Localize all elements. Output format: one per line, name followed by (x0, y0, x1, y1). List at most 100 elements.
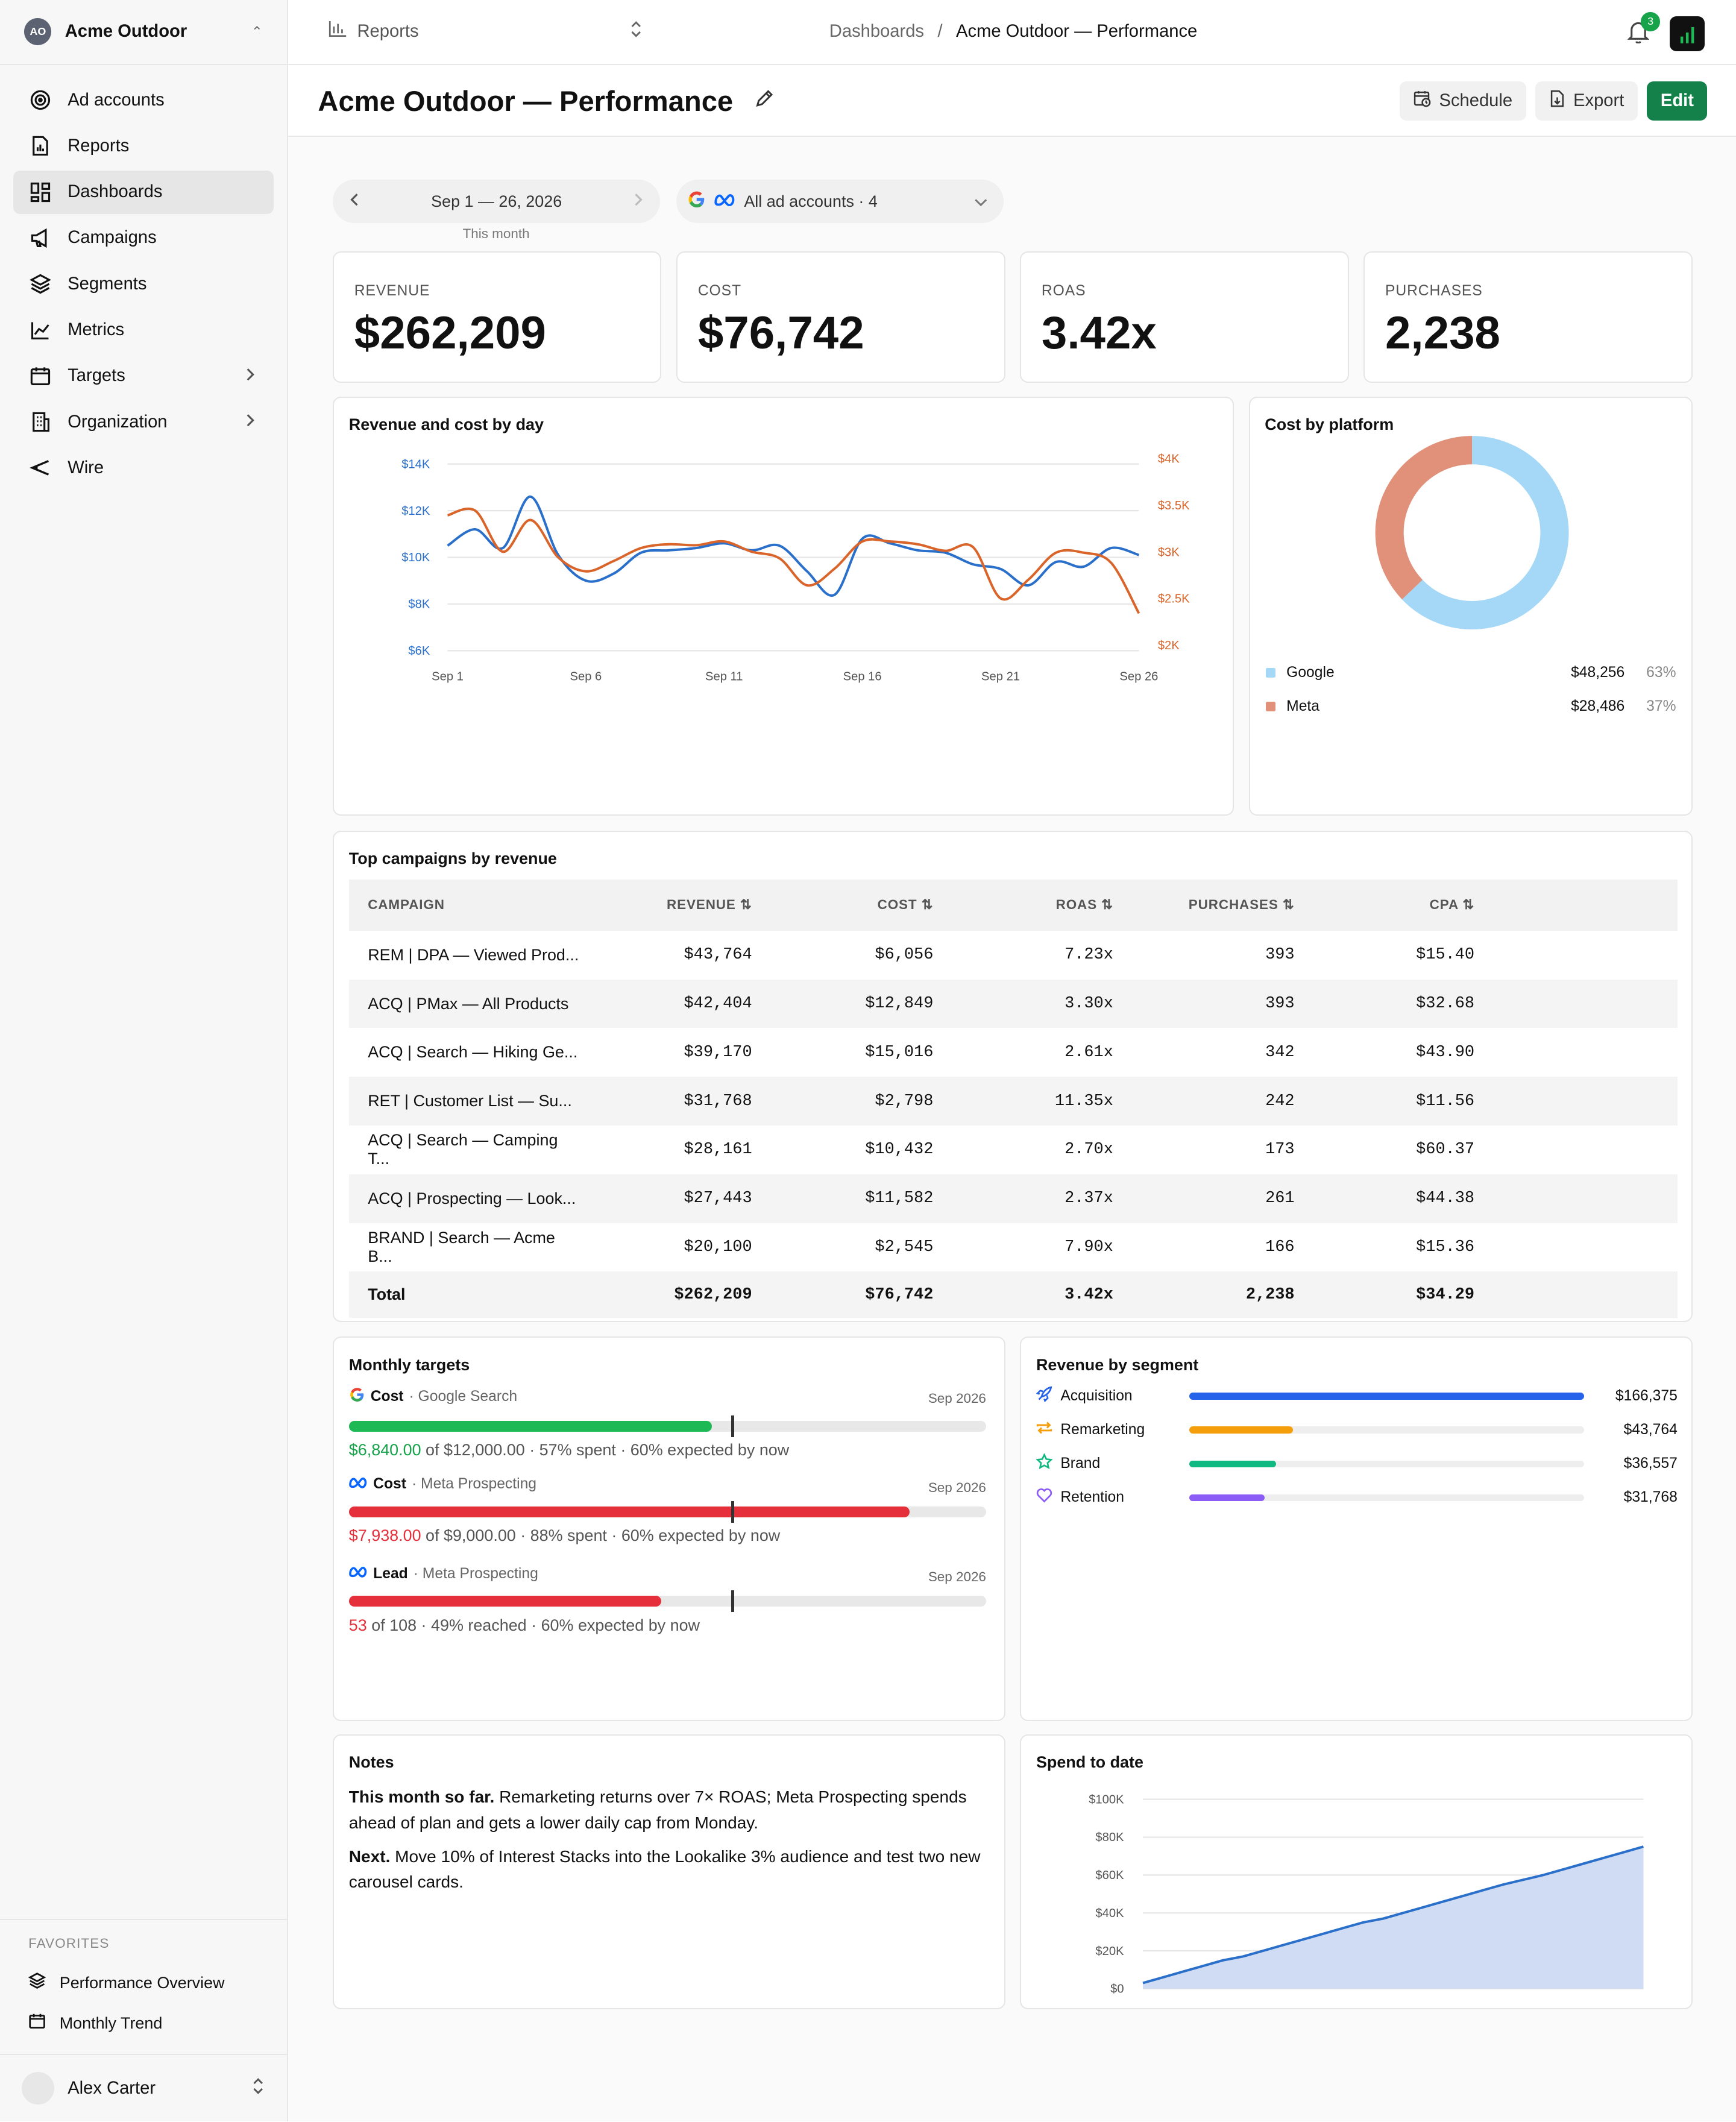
sidebar-item-organization[interactable]: Organization (13, 400, 273, 444)
target-summary: 53 of 108 · 49% reached · 60% expected b… (349, 1616, 986, 1635)
cell-revenue: $28,161 (684, 1141, 752, 1159)
table-row[interactable]: ACQ | Search — Camping T... $28,161 $10,43… (349, 1126, 1678, 1174)
table-row[interactable]: ACQ | Search — Hiking Ge... $39,170 $15,01… (349, 1028, 1678, 1077)
sidebar-item-wire[interactable]: Wire (13, 447, 273, 490)
export-file-icon (1549, 90, 1565, 112)
app-logo[interactable] (1669, 16, 1705, 52)
user-menu[interactable]: Alex Carter (0, 2053, 287, 2121)
meta-icon (348, 1566, 368, 1582)
notes-title: Notes (348, 1753, 394, 1772)
chevron-left-icon[interactable] (333, 192, 376, 211)
table-row[interactable]: ACQ | Prospecting — Look... $27,443 $11,58… (348, 1174, 1678, 1223)
y-tick-label: $40K (1096, 1907, 1125, 1920)
segment-row[interactable]: Remarketing $43,764 (1036, 1420, 1678, 1439)
expected-marker (731, 1590, 734, 1612)
notes-body[interactable]: This month so far. Remarketing returns o… (349, 1784, 985, 1903)
expected-marker (731, 1500, 734, 1523)
column-header-cpa[interactable]: CPA ⇅ (1294, 879, 1475, 931)
bell-icon[interactable] (1627, 20, 1650, 49)
x-tick-label: Sep 1 (432, 670, 464, 684)
date-range-picker[interactable]: Sep 1 — 26, 2026 (333, 180, 661, 224)
sidebar-item-targets[interactable]: Targets (13, 354, 273, 398)
revenue-by-segment-card: Revenue by segment Acquisition $166,375 Re… (1020, 1336, 1693, 1721)
y-tick-label: $60K (1096, 1869, 1125, 1882)
sidebar-item-dashboards[interactable]: Dashboards (13, 170, 274, 214)
favorite-monthly-trend[interactable]: Monthly Trend (13, 2003, 273, 2044)
sidebar-item-metrics[interactable]: Metrics (13, 309, 273, 352)
report-select-value: Reports (357, 22, 419, 42)
column-header-roas[interactable]: ROAS ⇅ (933, 879, 1113, 931)
table-row[interactable]: RET | Customer List — Su... $31,768 $2,798… (348, 1077, 1678, 1126)
cell-purchases: 242 (1113, 1077, 1295, 1126)
chevron-right-icon[interactable] (617, 192, 660, 211)
cell-cpa: $32.68 (1294, 979, 1475, 1028)
target-metric: Lead (373, 1565, 408, 1582)
donut-slice-meta (1375, 436, 1473, 600)
table-body: REM | DPA — Viewed Prod... $43,764 $6,056 7… (348, 931, 1678, 1272)
pencil-icon[interactable] (755, 88, 773, 113)
column-label: COST (877, 897, 917, 913)
table-row[interactable]: BRAND | Search — Acme B... $20,100 $2,545 7… (349, 1223, 1678, 1272)
target-summary: $7,938.00 of $9,000.00 · 88% spent · 60%… (349, 1526, 986, 1545)
table-row[interactable]: ACQ | PMax — All Products $42,404 $12,849 3… (348, 979, 1678, 1028)
segment-bar (1189, 1426, 1584, 1434)
column-header-cost[interactable]: COST ⇅ (752, 879, 934, 931)
cell-cost: $10,432 (865, 1141, 934, 1159)
target-campaign: · Meta Prospecting (411, 1476, 537, 1493)
cell-cpa: $11.56 (1294, 1077, 1475, 1126)
google-icon (349, 1387, 365, 1407)
segment-name: Remarketing (1060, 1421, 1145, 1438)
table-row[interactable]: REM | DPA — Viewed Prod... $43,764 $6,056 7… (349, 931, 1678, 980)
note-text: Move 10% of Interest Stacks into the Loo… (348, 1847, 981, 1892)
google-icon (687, 190, 706, 213)
segment-row[interactable]: Brand $36,557 (1036, 1453, 1678, 1473)
expected-marker (731, 1415, 734, 1437)
building-icon (30, 411, 51, 433)
kpi-purchases: PURCHASES 2,238 (1363, 251, 1693, 383)
y-left-tick-label: $10K (401, 551, 430, 564)
target-item[interactable]: Cost · Google Search Sep 2026 $6,840.00 of … (348, 1387, 986, 1459)
breadcrumb-dashboards[interactable]: Dashboards (829, 22, 925, 42)
cell-cpa: $15.36 (1416, 1238, 1475, 1257)
segment-bar-fill (1189, 1393, 1584, 1400)
sidebar-item-segments[interactable]: Segments (13, 262, 273, 306)
segment-row[interactable]: Acquisition $166,375 (1036, 1386, 1678, 1405)
layers-icon (30, 273, 52, 295)
column-header-revenue[interactable]: REVENUE ⇅ (579, 879, 752, 931)
org-switcher[interactable]: AO Acme Outdoor ⌃ (0, 0, 288, 65)
edit-button[interactable]: Edit (1647, 81, 1708, 121)
x-tick-label: Sep 21 (981, 670, 1020, 684)
sidebar-item-campaigns[interactable]: Campaigns (13, 216, 273, 260)
cell-cpa: $60.37 (1416, 1141, 1475, 1159)
y-left-tick-label: $12K (401, 505, 430, 518)
segment-bar-fill (1189, 1494, 1265, 1501)
legend-google: Google $48,256 63% (1266, 664, 1676, 681)
ad-accounts-select[interactable]: All ad accounts · 4 (676, 180, 1004, 224)
target-progress-fill (348, 1506, 910, 1517)
column-label: ROAS (1055, 897, 1098, 913)
favorites-title: FAVORITES (28, 1936, 110, 1951)
y-tick-label: $100K (1089, 1793, 1124, 1807)
schedule-button-label: Schedule (1439, 90, 1513, 110)
target-header: Cost · Google Search (349, 1387, 986, 1407)
favorite-performance-overview[interactable]: Performance Overview (13, 1962, 273, 2003)
sidebar-item-ad-accounts[interactable]: Ad accounts (13, 78, 273, 122)
sidebar-item-reports[interactable]: Reports (13, 124, 273, 168)
kpi-label: REVENUE (354, 282, 430, 299)
y-right-tick-label: $2.5K (1158, 593, 1190, 606)
legend-percent: 37% (1646, 697, 1676, 714)
report-select[interactable]: Reports (329, 21, 643, 42)
segment-amount: $31,768 (1623, 1489, 1678, 1506)
segment-row[interactable]: Retention $31,768 (1036, 1488, 1678, 1507)
export-button[interactable]: Export (1535, 81, 1638, 121)
page-header: Acme Outdoor — Performance Schedule Expo… (288, 66, 1736, 137)
segment-bar (1189, 1460, 1584, 1467)
x-tick-label: Sep 16 (843, 670, 882, 684)
segment-label: Remarketing (1036, 1420, 1189, 1440)
column-header-campaign[interactable]: CAMPAIGN (348, 879, 579, 931)
column-header-purchases[interactable]: PURCHASES ⇅ (1113, 879, 1295, 931)
target-progress-bar (348, 1590, 986, 1612)
target-item[interactable]: Lead · Meta Prospecting Sep 2026 53 of 108 … (348, 1565, 986, 1635)
schedule-button[interactable]: Schedule (1400, 81, 1526, 121)
target-item[interactable]: Cost · Meta Prospecting Sep 2026 $7,938.00 … (348, 1476, 986, 1545)
